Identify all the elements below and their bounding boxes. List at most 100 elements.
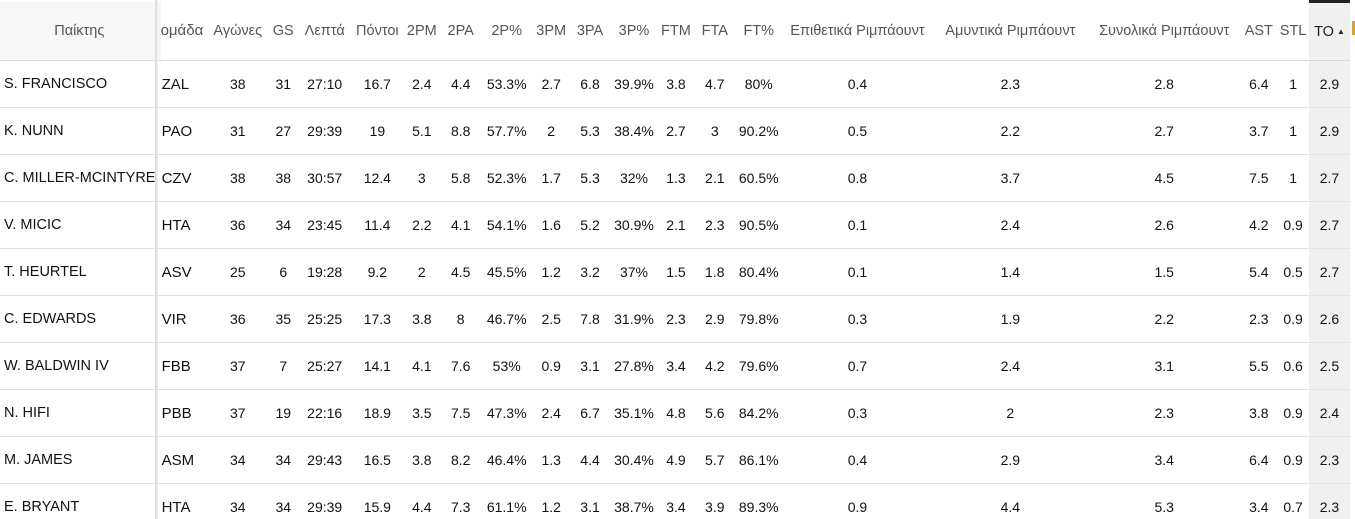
ast-cell: 4.2 bbox=[1240, 201, 1278, 249]
to-cell: 2.7 bbox=[1308, 201, 1350, 249]
ast-cell: 6.4 bbox=[1240, 436, 1278, 484]
ftm-cell: 3.8 bbox=[657, 60, 695, 108]
column-header-gs[interactable]: GS bbox=[268, 1, 298, 61]
fta-cell: 3 bbox=[694, 107, 736, 155]
total-rebounds-cell: 2.2 bbox=[1088, 295, 1241, 343]
table-row[interactable]: K. NUNN PAO 31 27 29:39 19 5.1 8.8 57.7%… bbox=[0, 107, 1350, 155]
3pm-cell: 1.2 bbox=[532, 483, 570, 519]
column-header-ftm[interactable]: FTM bbox=[657, 1, 695, 61]
fta-cell: 2.3 bbox=[694, 201, 736, 249]
stl-cell: 1 bbox=[1277, 60, 1309, 108]
table-row[interactable]: W. BALDWIN IV FBB 37 7 25:27 14.1 4.1 7.… bbox=[0, 342, 1350, 390]
stl-cell: 0.9 bbox=[1277, 436, 1309, 484]
team-code: ASV bbox=[160, 248, 207, 296]
player-name-link[interactable]: E. BRYANT bbox=[0, 483, 161, 519]
ast-cell: 2.3 bbox=[1240, 295, 1278, 343]
column-header-offensive-rebounds[interactable]: Επιθετικά Ριμπάουντ bbox=[782, 1, 933, 61]
table-row[interactable]: S. FRANCISCO ZAL 38 31 27:10 16.7 2.4 4.… bbox=[0, 60, 1350, 108]
column-header-stl[interactable]: STL bbox=[1277, 1, 1309, 61]
stl-cell: 0.9 bbox=[1277, 201, 1309, 249]
table-row[interactable]: N. HIFI PBB 37 19 22:16 18.9 3.5 7.5 47.… bbox=[0, 389, 1350, 437]
ftm-cell: 4.9 bbox=[657, 436, 695, 484]
ast-cell: 3.4 bbox=[1240, 483, 1278, 519]
sort-ascending-icon: ▲ bbox=[1336, 26, 1345, 36]
column-header-2pm[interactable]: 2PM bbox=[402, 1, 441, 61]
ft-pct-cell: 90.5% bbox=[735, 201, 783, 249]
player-name-link[interactable]: M. JAMES bbox=[0, 436, 161, 484]
3pa-cell: 5.3 bbox=[569, 107, 611, 155]
team-code: HTA bbox=[160, 483, 207, 519]
points-cell: 9.2 bbox=[351, 248, 403, 296]
stl-cell: 0.9 bbox=[1277, 389, 1309, 437]
offensive-rebounds-cell: 0.3 bbox=[782, 295, 933, 343]
table-row[interactable]: T. HEURTEL ASV 25 6 19:28 9.2 2 4.5 45.5… bbox=[0, 248, 1350, 296]
column-header-2pa[interactable]: 2PA bbox=[440, 1, 481, 61]
games-cell: 25 bbox=[206, 248, 269, 296]
column-header-points[interactable]: Πόντοι bbox=[351, 1, 403, 61]
player-name-link[interactable]: N. HIFI bbox=[0, 389, 161, 437]
column-header-fta[interactable]: FTA bbox=[694, 1, 736, 61]
games-cell: 34 bbox=[206, 483, 269, 519]
player-name-link[interactable]: C. EDWARDS bbox=[0, 295, 161, 343]
column-header-to-sorted[interactable]: TO ▲ bbox=[1308, 0, 1350, 61]
3pm-cell: 2 bbox=[532, 107, 570, 155]
column-header-total-rebounds[interactable]: Συνολικά Ριμπάουντ bbox=[1088, 1, 1241, 61]
defensive-rebounds-cell: 2.3 bbox=[932, 60, 1089, 108]
3p-pct-cell: 37% bbox=[610, 248, 658, 296]
ast-cell: 5.5 bbox=[1240, 342, 1278, 390]
defensive-rebounds-cell: 2.4 bbox=[932, 201, 1089, 249]
player-name-link[interactable]: C. MILLER-MCINTYRE bbox=[0, 154, 161, 202]
fta-cell: 2.1 bbox=[694, 154, 736, 202]
gs-cell: 7 bbox=[268, 342, 298, 390]
player-name-link[interactable]: W. BALDWIN IV bbox=[0, 342, 161, 390]
team-code: PAO bbox=[160, 107, 207, 155]
stl-cell: 0.6 bbox=[1277, 342, 1309, 390]
offensive-rebounds-cell: 0.1 bbox=[782, 201, 933, 249]
games-cell: 36 bbox=[206, 201, 269, 249]
defensive-rebounds-cell: 2.9 bbox=[932, 436, 1089, 484]
2pa-cell: 7.5 bbox=[440, 389, 481, 437]
offensive-rebounds-cell: 0.9 bbox=[782, 483, 933, 519]
3pm-cell: 1.7 bbox=[532, 154, 570, 202]
total-rebounds-cell: 5.3 bbox=[1088, 483, 1241, 519]
table-row[interactable]: C. MILLER-MCINTYRE CZV 38 38 30:57 12.4 … bbox=[0, 154, 1350, 202]
defensive-rebounds-cell: 1.9 bbox=[932, 295, 1089, 343]
player-name-link[interactable]: K. NUNN bbox=[0, 107, 161, 155]
3p-pct-cell: 30.9% bbox=[610, 201, 658, 249]
points-cell: 12.4 bbox=[351, 154, 403, 202]
player-name-link[interactable]: S. FRANCISCO bbox=[0, 60, 161, 108]
to-cell: 2.7 bbox=[1308, 248, 1350, 296]
3p-pct-cell: 30.4% bbox=[610, 436, 658, 484]
column-header-minutes[interactable]: Λεπτά bbox=[297, 1, 352, 61]
column-header-team[interactable]: ομάδα bbox=[160, 1, 207, 61]
column-header-3pm[interactable]: 3PM bbox=[532, 1, 570, 61]
table-row[interactable]: M. JAMES ASM 34 34 29:43 16.5 3.8 8.2 46… bbox=[0, 436, 1350, 484]
player-name-link[interactable]: T. HEURTEL bbox=[0, 248, 161, 296]
2pa-cell: 8.8 bbox=[440, 107, 481, 155]
2pm-cell: 2.2 bbox=[402, 201, 441, 249]
2pa-cell: 8.2 bbox=[440, 436, 481, 484]
table-row[interactable]: V. MICIC HTA 36 34 23:45 11.4 2.2 4.1 54… bbox=[0, 201, 1350, 249]
3p-pct-cell: 31.9% bbox=[610, 295, 658, 343]
column-header-3pa[interactable]: 3PA bbox=[569, 1, 611, 61]
column-header-ast[interactable]: AST bbox=[1240, 1, 1278, 61]
fta-cell: 1.8 bbox=[694, 248, 736, 296]
offensive-rebounds-cell: 0.7 bbox=[782, 342, 933, 390]
table-row[interactable]: C. EDWARDS VIR 36 35 25:25 17.3 3.8 8 46… bbox=[0, 295, 1350, 343]
column-header-2p-pct[interactable]: 2P% bbox=[480, 1, 533, 61]
table-row[interactable]: E. BRYANT HTA 34 34 29:39 15.9 4.4 7.3 6… bbox=[0, 483, 1350, 519]
column-header-player[interactable]: Παίκτης bbox=[0, 1, 161, 61]
player-name-link[interactable]: V. MICIC bbox=[0, 201, 161, 249]
fta-cell: 4.7 bbox=[694, 60, 736, 108]
to-cell: 2.4 bbox=[1308, 389, 1350, 437]
stl-cell: 1 bbox=[1277, 154, 1309, 202]
gs-cell: 34 bbox=[268, 436, 298, 484]
stl-cell: 1 bbox=[1277, 107, 1309, 155]
column-header-ft-pct[interactable]: FT% bbox=[735, 1, 783, 61]
column-header-defensive-rebounds[interactable]: Αμυντικά Ριμπάουντ bbox=[932, 1, 1089, 61]
3p-pct-cell: 35.1% bbox=[610, 389, 658, 437]
column-header-3p-pct[interactable]: 3P% bbox=[610, 1, 658, 61]
column-header-games[interactable]: Αγώνες bbox=[206, 1, 269, 61]
gs-cell: 6 bbox=[268, 248, 298, 296]
ft-pct-cell: 86.1% bbox=[735, 436, 783, 484]
